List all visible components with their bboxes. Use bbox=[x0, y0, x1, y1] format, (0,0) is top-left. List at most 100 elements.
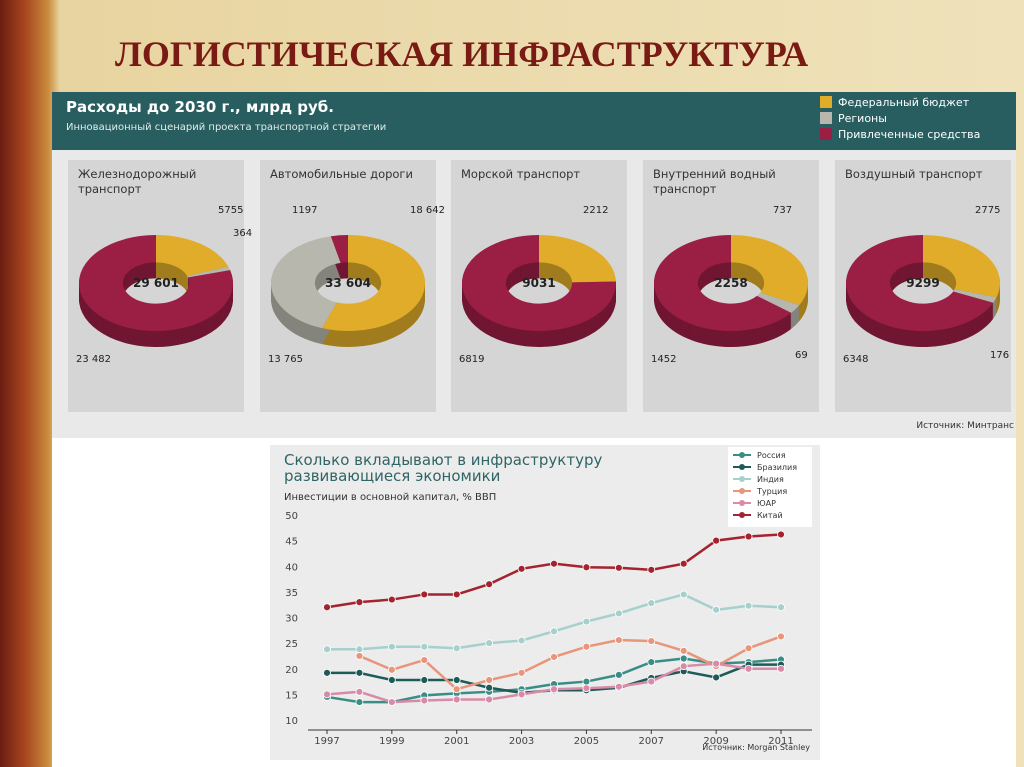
point bbox=[550, 559, 558, 568]
donut-total: 9031 bbox=[522, 276, 555, 290]
donut-total: 29 601 bbox=[133, 276, 179, 290]
line-source: Источник: Morgan Stanley bbox=[702, 743, 810, 752]
value-label: 2212 bbox=[583, 205, 608, 216]
donut-segment bbox=[539, 235, 616, 283]
donut-segment bbox=[156, 235, 229, 276]
point bbox=[550, 627, 558, 636]
donut-segment bbox=[271, 236, 341, 329]
point bbox=[679, 559, 688, 568]
legend-marker bbox=[739, 452, 745, 458]
point bbox=[614, 609, 623, 618]
point bbox=[647, 565, 656, 574]
point bbox=[452, 676, 461, 684]
value-label: 2775 bbox=[975, 205, 1000, 216]
value-label: 176 bbox=[990, 350, 1009, 361]
point bbox=[452, 590, 461, 599]
point bbox=[355, 698, 364, 706]
point bbox=[452, 685, 461, 694]
point bbox=[452, 644, 461, 653]
point bbox=[355, 598, 364, 607]
donut-total: 2258 bbox=[714, 276, 747, 290]
legend-marker bbox=[739, 512, 745, 518]
point bbox=[323, 645, 331, 654]
point bbox=[517, 690, 526, 699]
point bbox=[712, 659, 721, 668]
point bbox=[712, 605, 721, 614]
value-label: 364 bbox=[233, 228, 252, 239]
point bbox=[614, 671, 623, 679]
y-tick-label: 40 bbox=[285, 562, 298, 573]
value-label: 1197 bbox=[292, 205, 317, 216]
y-tick-label: 15 bbox=[285, 690, 298, 701]
point bbox=[387, 595, 396, 604]
donut-segment bbox=[846, 235, 994, 332]
point bbox=[777, 603, 785, 612]
point bbox=[517, 668, 526, 677]
point bbox=[517, 564, 526, 573]
point bbox=[420, 642, 429, 651]
point bbox=[647, 637, 656, 645]
point bbox=[387, 676, 396, 684]
point bbox=[485, 639, 494, 648]
legend-label: Федеральный бюджет bbox=[838, 96, 970, 109]
legend-marker bbox=[739, 476, 745, 482]
value-label: 69 bbox=[795, 350, 808, 361]
panel-subtitle: Инновационный сценарий проекта транспорт… bbox=[66, 122, 386, 133]
point bbox=[679, 654, 688, 663]
point bbox=[777, 530, 785, 539]
donut-segment bbox=[654, 235, 792, 331]
x-tick-label: 2003 bbox=[509, 736, 534, 747]
panel-title: Расходы до 2030 г., млрд руб. bbox=[66, 98, 334, 116]
legend-marker bbox=[739, 464, 745, 470]
point bbox=[420, 656, 429, 664]
point bbox=[744, 601, 753, 610]
donut-segment bbox=[79, 235, 234, 332]
legend-label: Россия bbox=[757, 451, 786, 460]
legend-label: Индия bbox=[757, 475, 784, 484]
legend-label: Китай bbox=[757, 511, 783, 520]
x-tick-label: 2005 bbox=[574, 736, 599, 747]
point bbox=[712, 536, 721, 545]
line-title: Сколько вкладывают в инфраструктуру разв… bbox=[284, 451, 603, 485]
line-subtitle: Инвестиции в основной капитал, % ВВП bbox=[284, 492, 496, 503]
card-title: Внутренний водный транспорт bbox=[653, 167, 776, 196]
point bbox=[420, 696, 429, 705]
point bbox=[614, 682, 623, 691]
point bbox=[647, 658, 656, 666]
donut-segment bbox=[953, 289, 997, 303]
y-tick-label: 35 bbox=[285, 588, 298, 599]
value-label: 23 482 bbox=[76, 354, 111, 365]
card-title: Морской транспорт bbox=[461, 167, 581, 181]
legend-swatch bbox=[820, 128, 832, 140]
point bbox=[679, 590, 688, 599]
donut-total: 9299 bbox=[906, 276, 939, 290]
legend-label: Регионы bbox=[838, 112, 887, 125]
point bbox=[744, 644, 753, 653]
donut-segment bbox=[322, 235, 426, 331]
point bbox=[387, 642, 396, 651]
y-tick-label: 10 bbox=[285, 716, 298, 727]
donut-segment bbox=[187, 266, 231, 278]
point bbox=[614, 563, 623, 572]
point bbox=[355, 645, 364, 654]
point bbox=[355, 687, 364, 696]
point bbox=[647, 599, 656, 608]
point bbox=[355, 652, 364, 660]
point bbox=[355, 668, 364, 677]
value-label: 737 bbox=[773, 205, 792, 216]
value-label: 6348 bbox=[843, 354, 868, 365]
donut-total: 33 604 bbox=[325, 276, 371, 290]
legend-label: Бразилия bbox=[757, 463, 797, 472]
card-title: Железнодорожный транспорт bbox=[78, 167, 197, 196]
x-tick-label: 2007 bbox=[639, 736, 664, 747]
x-tick-label: 1999 bbox=[379, 736, 404, 747]
panel-header bbox=[52, 92, 1016, 150]
point bbox=[777, 664, 785, 673]
point bbox=[679, 662, 688, 671]
point bbox=[420, 676, 429, 684]
y-tick-label: 50 bbox=[285, 511, 298, 522]
y-tick-label: 25 bbox=[285, 639, 298, 650]
point bbox=[387, 665, 396, 674]
